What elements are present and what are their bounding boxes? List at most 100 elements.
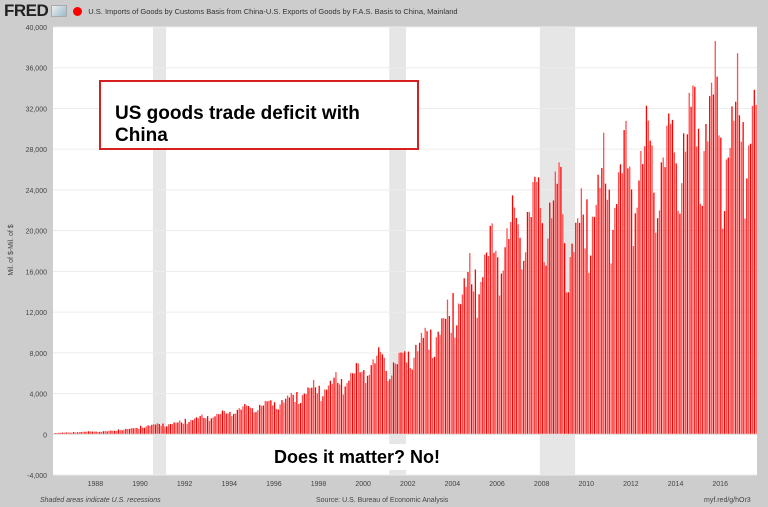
- bar: [338, 384, 341, 435]
- x-tick-label: 1994: [221, 481, 237, 488]
- bar: [292, 394, 294, 435]
- bar: [286, 395, 289, 435]
- bar: [617, 172, 620, 435]
- bar: [370, 365, 372, 435]
- bar: [671, 119, 674, 435]
- bar: [543, 262, 545, 435]
- bar: [210, 418, 212, 435]
- bar: [649, 140, 651, 435]
- bar: [439, 334, 441, 435]
- bar: [251, 408, 253, 435]
- bar: [552, 200, 555, 435]
- bar: [95, 431, 97, 435]
- bar: [348, 380, 350, 435]
- bar: [595, 204, 597, 435]
- bar: [461, 294, 464, 435]
- bar: [636, 207, 638, 435]
- bar: [352, 373, 354, 435]
- bar: [175, 422, 177, 435]
- bar: [668, 113, 670, 435]
- bar: [675, 163, 677, 435]
- bar: [329, 380, 331, 435]
- bar: [521, 269, 523, 435]
- bar: [684, 151, 687, 435]
- bar: [153, 424, 155, 435]
- bar: [428, 349, 430, 435]
- bar: [627, 168, 629, 435]
- bar: [655, 232, 657, 435]
- bar: [504, 247, 506, 435]
- bar: [591, 216, 594, 435]
- bar: [56, 432, 58, 435]
- bar: [389, 379, 391, 435]
- bar: [725, 159, 728, 435]
- bar: [718, 135, 720, 435]
- bar: [192, 420, 194, 435]
- bar: [301, 395, 304, 435]
- bar: [645, 105, 648, 435]
- bar: [735, 101, 737, 435]
- bar: [299, 402, 302, 435]
- bar: [225, 413, 227, 435]
- bar: [616, 204, 618, 435]
- bar: [214, 416, 216, 435]
- bar: [195, 417, 198, 435]
- bar: [275, 408, 278, 435]
- bar: [61, 432, 64, 435]
- bar: [712, 94, 715, 435]
- bar: [368, 374, 371, 435]
- bar: [690, 106, 692, 435]
- bar: [459, 304, 462, 435]
- bar: [112, 430, 114, 435]
- bar: [127, 429, 129, 435]
- bar: [493, 252, 495, 435]
- bar: [714, 41, 716, 435]
- bar: [331, 383, 333, 435]
- bar: [404, 351, 406, 435]
- bar: [87, 431, 90, 435]
- short-link[interactable]: myf.red/g/hOr3: [704, 497, 751, 504]
- bar: [260, 405, 263, 435]
- bar: [519, 237, 521, 435]
- bar: [283, 402, 285, 435]
- bar: [452, 293, 454, 435]
- bar: [262, 405, 265, 435]
- bar: [132, 428, 134, 435]
- bar: [699, 203, 702, 435]
- chart-header: FRED U.S. Imports of Goods by Customs Ba…: [4, 1, 458, 20]
- bar: [435, 337, 437, 435]
- bar: [316, 393, 318, 435]
- bar: [614, 207, 616, 435]
- bar: [541, 223, 543, 435]
- bar: [383, 357, 385, 435]
- bar: [703, 151, 705, 435]
- bar: [106, 431, 108, 435]
- bar: [751, 105, 754, 435]
- bar: [409, 367, 411, 435]
- bar: [578, 222, 581, 435]
- bar: [630, 189, 633, 435]
- bar: [547, 238, 549, 435]
- bar: [422, 337, 424, 435]
- bar: [660, 162, 662, 435]
- fred-logo[interactable]: FRED: [4, 1, 49, 20]
- bar: [749, 143, 752, 435]
- bar: [190, 420, 192, 435]
- bar: [621, 173, 623, 435]
- bar: [162, 423, 164, 435]
- bar: [411, 369, 413, 435]
- bar: [753, 89, 755, 435]
- bar: [281, 400, 283, 435]
- bar: [467, 271, 469, 435]
- bar: [232, 413, 235, 435]
- bar: [560, 166, 562, 435]
- bar: [229, 411, 231, 435]
- bar: [736, 53, 739, 435]
- bar: [515, 217, 517, 435]
- bar: [236, 409, 239, 435]
- bar: [78, 432, 80, 435]
- bar: [305, 394, 307, 435]
- bar: [179, 420, 181, 435]
- bar: [216, 413, 218, 435]
